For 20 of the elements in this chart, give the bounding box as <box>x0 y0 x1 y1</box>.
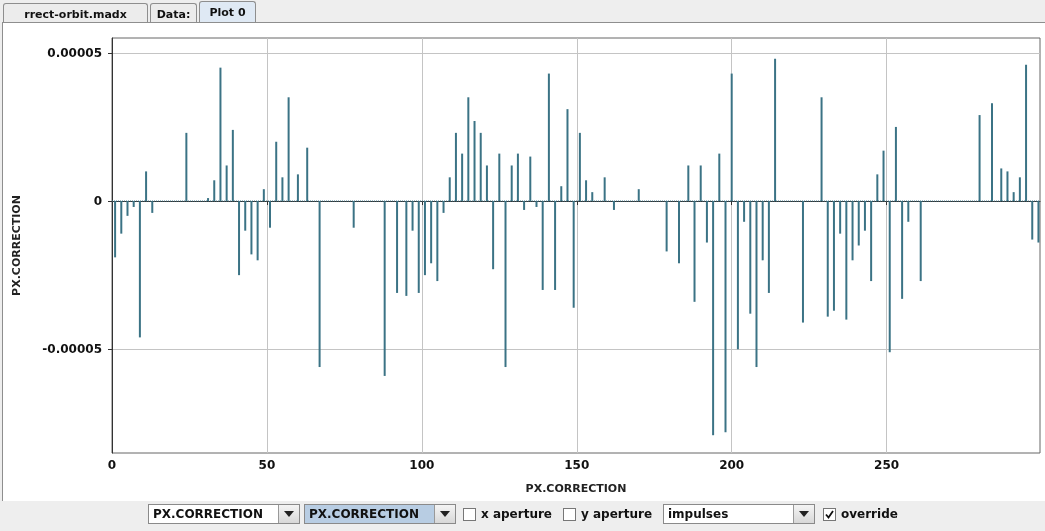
y-tick-label: -0.00005 <box>42 342 102 357</box>
dropdown: PX.CORRECTION <box>304 504 456 524</box>
y-tick-label: 0.00005 <box>47 45 102 60</box>
tab: Data: <box>150 3 197 22</box>
x-tick-label: 250 <box>874 458 900 472</box>
x-tick-label: 50 <box>258 458 276 472</box>
text: override <box>841 507 898 521</box>
x-tick-label: 0 <box>107 458 117 472</box>
x-tick-label: 100 <box>409 458 435 472</box>
dropdown: impulses <box>663 504 815 524</box>
x-tick-label: 150 <box>564 458 590 472</box>
dropdown: PX.CORRECTION <box>148 504 300 524</box>
text: x aperture <box>481 507 552 521</box>
text: y aperture <box>581 507 653 521</box>
y-axis-title: PX.CORRECTION <box>10 195 23 296</box>
y-tick-label: 0 <box>93 194 102 209</box>
tab: rrect-orbit.madx <box>3 3 148 22</box>
x-axis-title: PX.CORRECTION <box>525 482 627 495</box>
tab: Plot 0 <box>199 1 256 22</box>
x-tick-label: 200 <box>719 458 745 472</box>
